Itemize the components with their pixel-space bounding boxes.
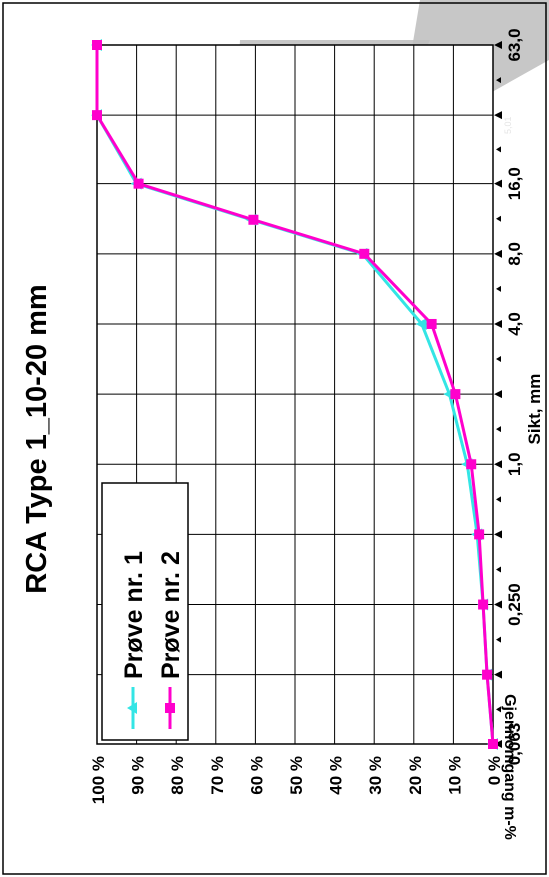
x-minor-tick-mark [496,426,501,433]
y-tick-label: 80 % [168,756,187,795]
legend-box [101,482,189,741]
series-2-point [466,459,477,470]
x-minor-tick-mark [496,706,501,713]
x-tick-mark [494,460,502,469]
y-tick-label: 10 % [445,756,464,795]
x-tick-mark [494,319,502,328]
x-minor-tick-mark [496,285,501,292]
series-2-point [92,110,102,121]
watermark-text: 5,01 [503,116,513,134]
x-tick-mark [494,41,502,49]
x-minor-tick-mark [496,77,501,84]
series-2-point [488,739,498,749]
grid [96,44,494,745]
series-2-point [478,599,489,610]
x-tick-mark [494,670,502,679]
labels: RCA Type 1_10-20 mm Sikt, mm Gjennomgang… [21,284,544,840]
x-axis-label: Sikt, mm [525,374,544,445]
x-tick-label: 63,0 [505,28,524,61]
x-tick-mark [494,530,502,539]
x-minor-tick-mark [496,496,501,503]
x-minor-tick-mark [496,215,501,222]
x-tick-label: 0,063 [505,723,524,766]
series-2-point [248,214,259,225]
series-layer [91,39,498,750]
x-tick-label: 0,250 [505,583,524,626]
x-tick-mark [494,600,502,609]
y-tick-label: 50 % [287,756,306,795]
series-2-point [482,669,493,680]
series-2-point [359,248,370,259]
y-tick-label: 100 % [89,756,108,804]
series-2-point [426,318,437,329]
y-tick-label: 0 % [485,756,504,785]
x-tick-mark [494,111,502,120]
x-minor-tick-mark [496,146,501,153]
axes: 0 % 10 % 20 % 30 % 40 % 50 % 60 % 70 % 80 % 90 % 1… [89,28,524,804]
x-tick-label: 8,0 [505,242,524,266]
x-minor-tick-mark [496,636,501,643]
x-tick-mark [494,179,502,188]
y-tick-label: 20 % [406,756,425,795]
x-tick-label: 4,0 [505,312,524,336]
x-minor-tick-mark [496,356,501,363]
x-tick-mark [494,249,502,258]
series-line-2 [95,45,495,745]
x-tick-label: 16,0 [505,167,524,200]
y-tick-label: 30 % [366,756,385,795]
y-tick-label: 60 % [247,756,266,795]
y-tick-label: 70 % [208,756,227,795]
series-1-point [415,317,427,330]
series-2-point [92,40,102,50]
series-2-point [450,389,461,400]
y-tick-label: 40 % [327,756,346,795]
x-minor-tick-mark [496,566,501,573]
chart-title: RCA Type 1_10-20 mm [21,284,53,593]
legend-label-series-1: Prøve nr. 1 [120,551,148,679]
legend-label-series-2: Prøve nr. 2 [157,551,185,679]
x-tick-label: 1,0 [505,452,524,476]
series-2-point [133,178,144,189]
y-tick-label: 90 % [129,756,148,795]
legend: Prøve nr. 1 Prøve nr. 2 [101,482,189,741]
legend-marker-series-1 [127,702,137,714]
legend-marker-series-2 [165,703,175,713]
series-2-point [474,529,485,540]
y-axis-label: Gjennomgang m-% [501,694,518,840]
x-tick-mark [494,390,502,399]
